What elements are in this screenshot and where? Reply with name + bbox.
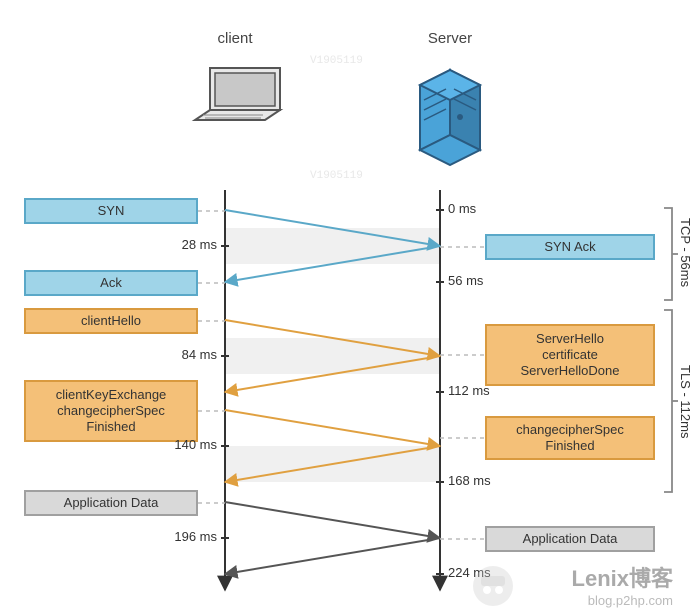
- msg-syn: SYN: [24, 198, 198, 224]
- msg-ack: Ack: [24, 270, 198, 296]
- time-right-0: 0 ms: [448, 201, 476, 216]
- time-left-140: 140 ms: [174, 437, 217, 452]
- msg-synack: SYN Ack: [485, 234, 655, 260]
- footer-watermark: Lenix博客 blog.p2hp.com: [572, 561, 673, 608]
- msg-appdata_c: Application Data: [24, 490, 198, 516]
- client-icon: [195, 68, 280, 120]
- time-right-56: 56 ms: [448, 273, 483, 288]
- time-left-84: 84 ms: [182, 347, 217, 362]
- phase-tls: TLS - 112ms: [678, 365, 691, 438]
- msg-ckx: clientKeyExchangechangecipherSpecFinishe…: [24, 380, 198, 442]
- phase-tcp: TCP - 56ms: [678, 218, 691, 287]
- time-right-112: 112 ms: [448, 383, 490, 398]
- msg-appdata_s: Application Data: [485, 526, 655, 552]
- server-header: Server: [410, 30, 490, 47]
- sequence-diagram: [0, 0, 691, 614]
- time-left-28: 28 ms: [182, 237, 217, 252]
- brand-url: blog.p2hp.com: [572, 593, 673, 608]
- time-right-168: 168 ms: [448, 473, 491, 488]
- msg-serverhello: ServerHellocertificateServerHelloDone: [485, 324, 655, 386]
- msg-ccs_s: changecipherSpecFinished: [485, 416, 655, 460]
- watermark: V1905119: [310, 170, 363, 182]
- time-left-196: 196 ms: [174, 529, 217, 544]
- server-icon: [420, 70, 480, 165]
- brand-text: Lenix博客: [572, 561, 673, 593]
- client-header: client: [195, 30, 275, 47]
- watermark: V1905119: [310, 55, 363, 67]
- msg-clienthello: clientHello: [24, 308, 198, 334]
